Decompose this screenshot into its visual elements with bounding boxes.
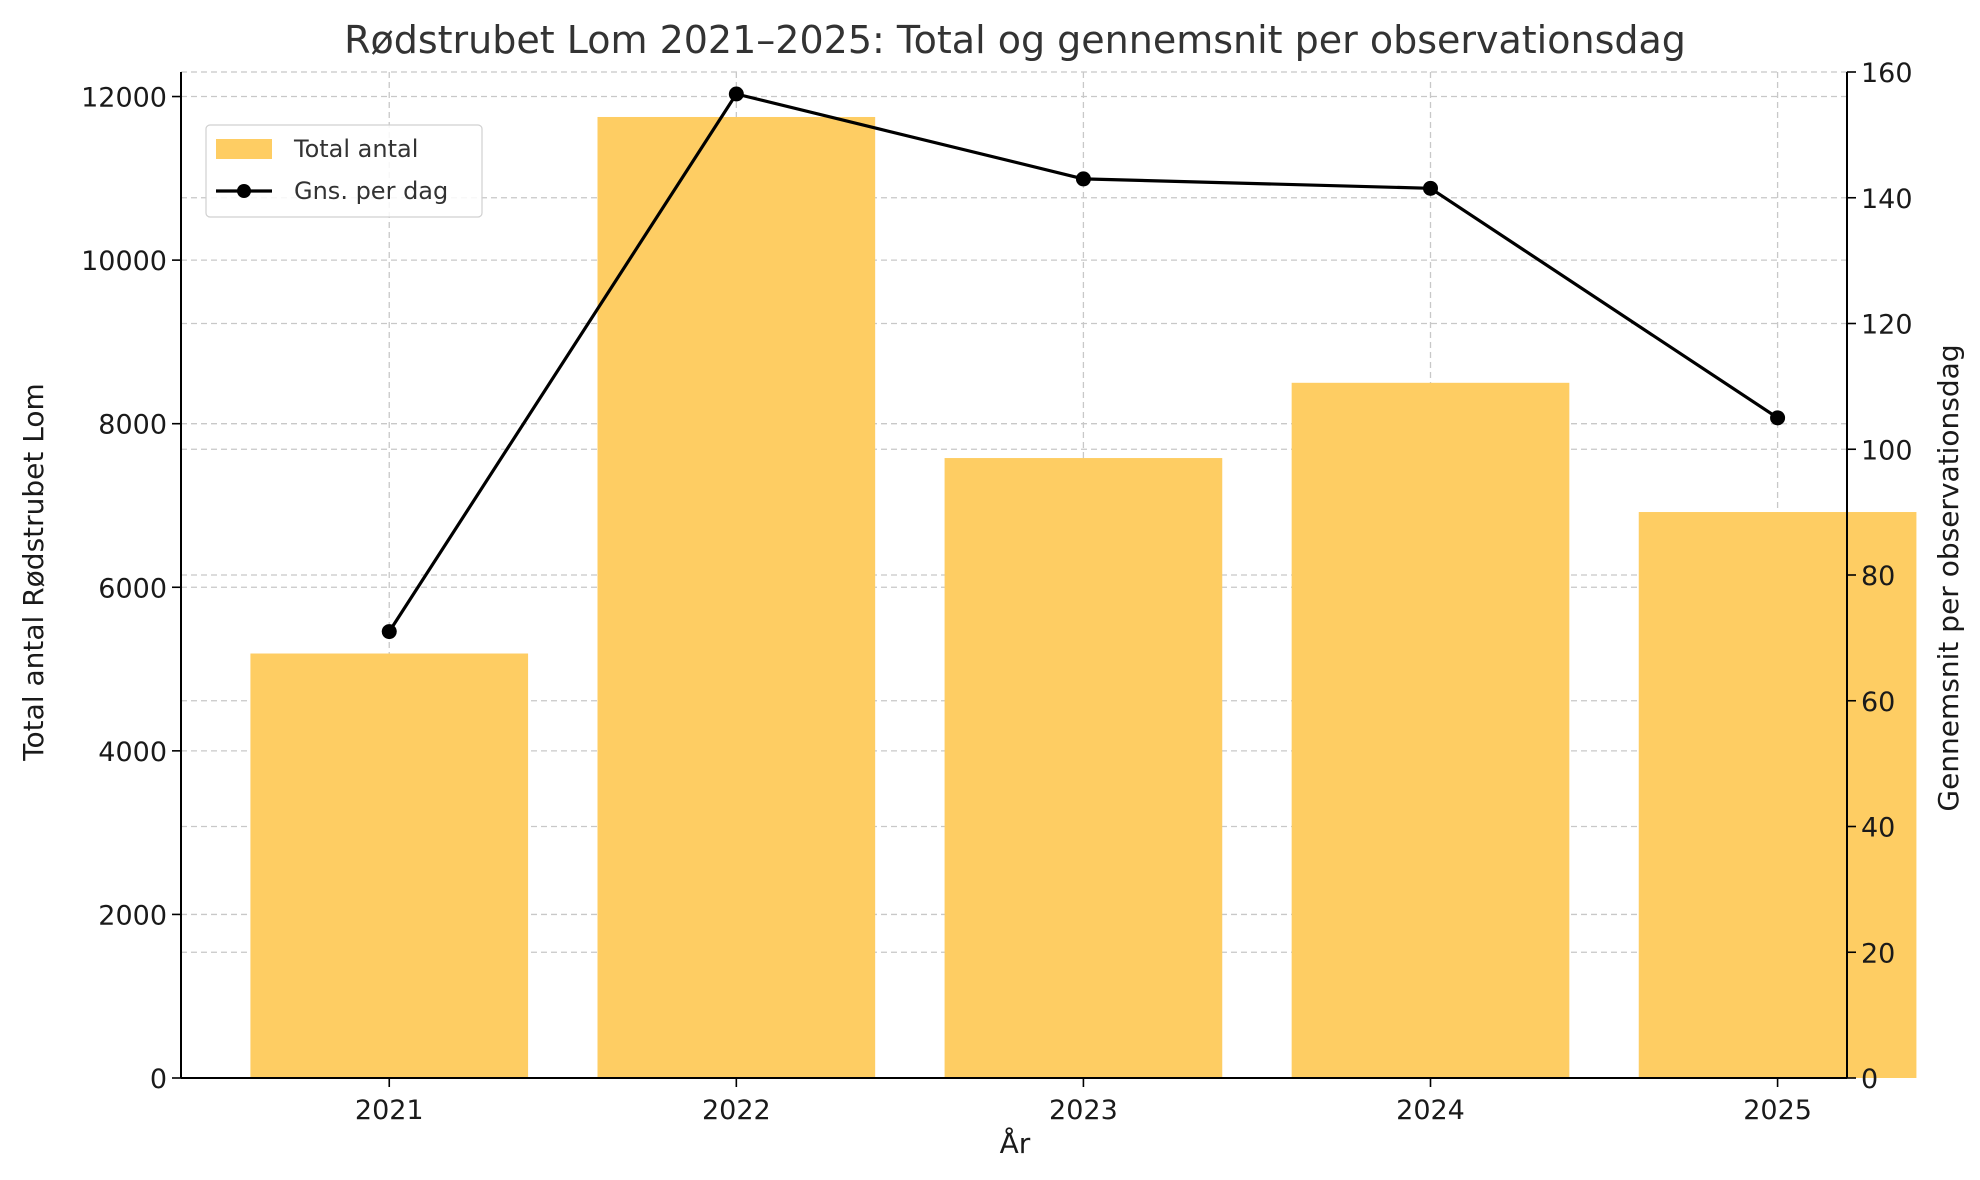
chart-title: Rødstrubet Lom 2021–2025: Total og genne… xyxy=(344,18,1686,62)
left-y-axis-ticks: 0 2000 4000 6000 8000 10000 12000 xyxy=(81,83,181,1095)
left-tick-label: 8000 xyxy=(98,410,167,441)
right-tick-label: 120 xyxy=(1861,310,1913,341)
x-tick-label: 2025 xyxy=(1743,1095,1812,1126)
legend-label-line: Gns. per dag xyxy=(294,177,448,205)
left-tick-label: 4000 xyxy=(98,737,167,768)
bar xyxy=(944,458,1223,1079)
x-tick-label: 2023 xyxy=(1049,1095,1118,1126)
legend: Total antal Gns. per dag xyxy=(205,124,483,218)
right-y-axis-ticks: 0 20 40 60 80 100 120 140 160 xyxy=(1847,58,1913,1095)
right-tick-label: 160 xyxy=(1861,58,1913,89)
left-tick-label: 0 xyxy=(150,1064,167,1095)
legend-label-bar: Total antal xyxy=(293,135,418,163)
x-tick-label: 2022 xyxy=(702,1095,771,1126)
left-tick-label: 12000 xyxy=(81,83,167,114)
right-tick-label: 20 xyxy=(1861,938,1895,969)
bar xyxy=(1291,382,1570,1078)
x-tick-label: 2021 xyxy=(355,1095,424,1126)
bar xyxy=(1638,512,1917,1078)
bar xyxy=(250,653,529,1078)
line-point xyxy=(728,86,744,102)
line-point xyxy=(1423,180,1438,196)
right-tick-label: 40 xyxy=(1861,813,1895,844)
right-y-axis-title: Gennemsnit per observationsdag xyxy=(1932,344,1965,811)
right-tick-label: 100 xyxy=(1861,435,1913,466)
left-y-axis-title: Total antal Rødstrubet Lom xyxy=(17,383,50,762)
right-tick-label: 140 xyxy=(1861,184,1913,215)
x-axis-ticks: 2021 2022 2023 2024 2025 xyxy=(355,1078,1812,1126)
line-series xyxy=(381,86,1786,640)
line-point xyxy=(381,624,397,640)
right-tick-label: 0 xyxy=(1861,1064,1878,1095)
legend-swatch-bar xyxy=(216,139,272,159)
legend-swatch-marker xyxy=(237,184,251,198)
x-axis-title: År xyxy=(1000,1126,1031,1160)
bar xyxy=(597,116,876,1078)
bar-series xyxy=(250,116,1917,1079)
left-tick-label: 6000 xyxy=(98,573,167,604)
right-tick-label: 80 xyxy=(1861,561,1895,592)
left-tick-label: 2000 xyxy=(98,900,167,931)
line-point xyxy=(1770,410,1786,426)
x-tick-label: 2024 xyxy=(1396,1095,1465,1126)
legend-box xyxy=(205,124,483,218)
right-tick-label: 60 xyxy=(1861,687,1895,718)
left-tick-label: 10000 xyxy=(81,246,167,277)
line-point xyxy=(1075,171,1091,187)
